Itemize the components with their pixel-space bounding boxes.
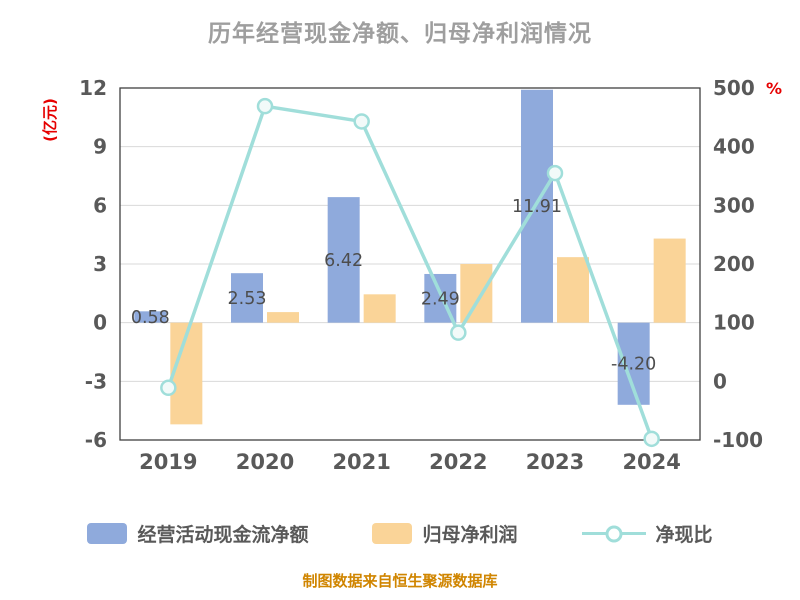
left-axis-tick-label: 12 [79,76,107,100]
x-axis-tick-label: 2020 [236,450,294,474]
ratio-marker-2019 [160,379,177,397]
ratio-marker-2022 [450,324,467,341]
legend-label-ratio: 净现比 [655,524,713,546]
bar-cashflow-2023 [521,89,553,323]
right-axis-unit-label: % [766,79,782,98]
legend-item-profit: 归母净利润 [372,520,518,547]
bar-profit-2023 [557,257,589,323]
ratio-line-swatch [581,523,646,545]
bar-value-label-2024: -4.20 [611,355,656,375]
bar-profit-2020 [267,312,299,323]
ratio-marker-2023 [546,164,564,182]
right-axis-tick-label: 0 [713,369,727,393]
bar-value-label-2020: 2.53 [228,289,267,309]
chart-canvas: 0.58 2.53 6.42 2.49 11.91 -4.20 12 9 6 3 0 -3 -6 500 4… [41,76,782,474]
right-axis-tick-label: 400 [713,135,755,159]
right-axis-tick-label: 100 [713,311,755,335]
legend-item-ratio: 净现比 [581,520,713,547]
left-axis-tick-label: 0 [93,311,107,335]
right-axis-tick-label: 300 [713,193,755,217]
bar-cashflow-2020 [231,273,263,323]
bar-cashflow-2021 [327,197,360,323]
left-axis-tick-label: -3 [85,369,107,393]
left-axis-tick-label: 9 [93,135,107,159]
right-axis-tick-label: -100 [713,428,763,452]
legend-label-profit: 归母净利润 [422,524,518,546]
cashflow-swatch [87,523,128,544]
bar-value-label-2023: 11.91 [512,197,562,217]
ratio-line [166,104,654,441]
bar-value-label-2019: 0.58 [131,308,170,328]
left-axis-tick-label: 6 [93,193,107,217]
bar-value-label-2021: 6.42 [324,251,363,271]
plot-border [119,87,701,441]
right-axis-tick-label: 500 [713,76,755,100]
x-axis-tick-label: 2022 [429,450,487,474]
left-axis-tick-label: 3 [93,252,107,276]
ratio-marker-2020 [256,97,274,115]
profit-swatch [372,523,413,544]
left-axis-tick-label: -6 [85,428,107,452]
legend: 经营活动现金流净额 归母净利润 净现比 [0,520,800,547]
x-axis-tick-label: 2023 [526,450,584,474]
bar-profit-2022 [460,264,493,323]
ratio-marker-2021 [353,113,370,130]
right-axis-tick-label: 200 [713,252,755,276]
source-note: 制图数据来自恒生聚源数据库 [302,572,498,590]
legend-item-cashflow: 经营活动现金流净额 [87,520,308,547]
bar-value-label-2022: 2.49 [421,289,460,309]
chart-title: 历年经营现金净额、归母净利润情况 [208,21,592,47]
bar-profit-2024 [653,238,686,323]
ratio-marker-icon [605,525,622,542]
bar-cashflow-2019 [134,311,167,323]
x-axis-tick-label: 2019 [139,450,197,474]
x-axis-tick-label: 2024 [622,450,680,474]
left-axis-unit-label: (亿元) [41,98,59,142]
ratio-marker-2024 [643,430,660,448]
x-axis-tick-label: 2021 [332,450,390,474]
bar-profit-2021 [363,294,396,323]
legend-label-cashflow: 经营活动现金流净额 [137,524,309,546]
